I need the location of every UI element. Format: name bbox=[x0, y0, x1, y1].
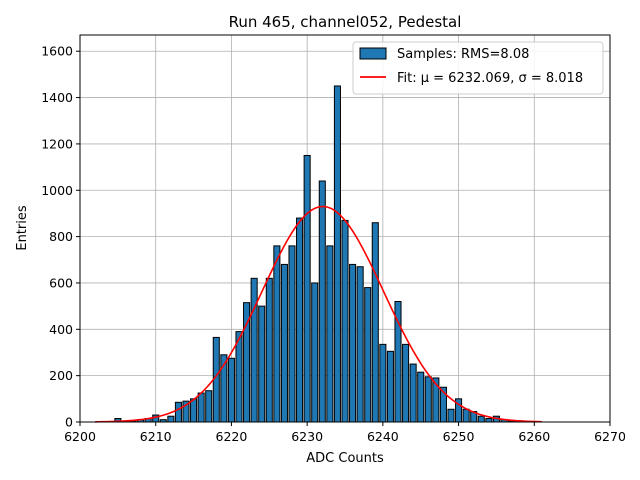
plot-frame bbox=[79, 34, 611, 423]
y-axis-label: Entries bbox=[15, 205, 30, 251]
histogram-bar bbox=[394, 300, 402, 423]
histogram-bar bbox=[303, 155, 311, 423]
y-tick-label: 800 bbox=[49, 229, 73, 244]
y-tick-label: 0 bbox=[65, 415, 73, 430]
histogram-bar bbox=[205, 390, 213, 423]
legend-box bbox=[352, 41, 604, 95]
histogram-bar bbox=[402, 343, 410, 423]
x-tick-label: 6200 bbox=[64, 429, 96, 444]
histogram-bar bbox=[424, 376, 432, 423]
legend-histogram-swatch bbox=[359, 47, 387, 60]
histogram-bar bbox=[235, 331, 243, 423]
y-tick-label: 600 bbox=[49, 275, 73, 290]
x-tick-label: 6270 bbox=[594, 429, 626, 444]
histogram-bar bbox=[485, 418, 493, 423]
y-tick-label: 1600 bbox=[41, 44, 73, 59]
histogram-bar bbox=[197, 392, 205, 423]
x-tick-label: 6210 bbox=[140, 429, 172, 444]
histogram-bar bbox=[409, 363, 417, 423]
histogram-bar bbox=[318, 180, 326, 423]
chart-title: Run 465, channel052, Pedestal bbox=[229, 13, 462, 31]
histogram-bar bbox=[386, 350, 394, 423]
x-tick-label: 6240 bbox=[367, 429, 399, 444]
histogram-bar bbox=[296, 217, 304, 423]
y-tick-label: 1200 bbox=[41, 136, 73, 151]
histogram-bars bbox=[114, 85, 523, 423]
histogram-bar bbox=[280, 263, 288, 423]
legend: Samples: RMS=8.08 Fit: μ = 6232.069, σ =… bbox=[352, 41, 604, 95]
histogram-bar bbox=[326, 245, 334, 423]
histogram-bar bbox=[417, 371, 425, 423]
histogram-bar bbox=[349, 263, 357, 423]
histogram-bar bbox=[447, 408, 455, 423]
y-tick-label: 400 bbox=[49, 322, 73, 337]
histogram-bar bbox=[190, 398, 198, 423]
histogram-bar bbox=[265, 277, 273, 423]
histogram-bar bbox=[227, 357, 235, 423]
histogram-bar bbox=[364, 287, 372, 423]
histogram-bar bbox=[167, 415, 175, 423]
y-tick-label: 200 bbox=[49, 368, 73, 383]
histogram-bar bbox=[379, 343, 387, 423]
x-axis-ticks: 6200 6210 6220 6230 6240 6250 6260 6270 bbox=[64, 422, 626, 444]
x-axis-label: ADC Counts bbox=[306, 451, 384, 466]
histogram-bar bbox=[288, 245, 296, 423]
histogram-bar bbox=[356, 266, 364, 423]
histogram-bar bbox=[333, 85, 341, 423]
legend-fit-label: Fit: μ = 6232.069, σ = 8.018 bbox=[397, 71, 583, 86]
histogram-bar bbox=[174, 401, 182, 423]
fit-curve bbox=[95, 205, 542, 423]
histogram-bar bbox=[250, 277, 258, 423]
legend-histogram-label: Samples: RMS=8.08 bbox=[397, 47, 529, 62]
histogram-bar bbox=[371, 222, 379, 423]
fit-curve-layer bbox=[95, 205, 542, 423]
x-tick-label: 6230 bbox=[291, 429, 323, 444]
histogram-bar bbox=[341, 219, 349, 423]
y-tick-label: 1400 bbox=[41, 90, 73, 105]
x-tick-label: 6220 bbox=[216, 429, 248, 444]
histogram-bar bbox=[273, 245, 281, 423]
histogram-bar bbox=[311, 282, 319, 423]
x-tick-label: 6250 bbox=[443, 429, 475, 444]
histogram-bar bbox=[462, 408, 470, 423]
y-axis-ticks: 0 200 400 600 800 1000 1200 1400 1600 bbox=[41, 44, 80, 430]
x-tick-label: 6260 bbox=[518, 429, 550, 444]
y-tick-label: 1000 bbox=[41, 183, 73, 198]
histogram-bar bbox=[477, 415, 485, 423]
histogram-bar bbox=[258, 305, 266, 423]
